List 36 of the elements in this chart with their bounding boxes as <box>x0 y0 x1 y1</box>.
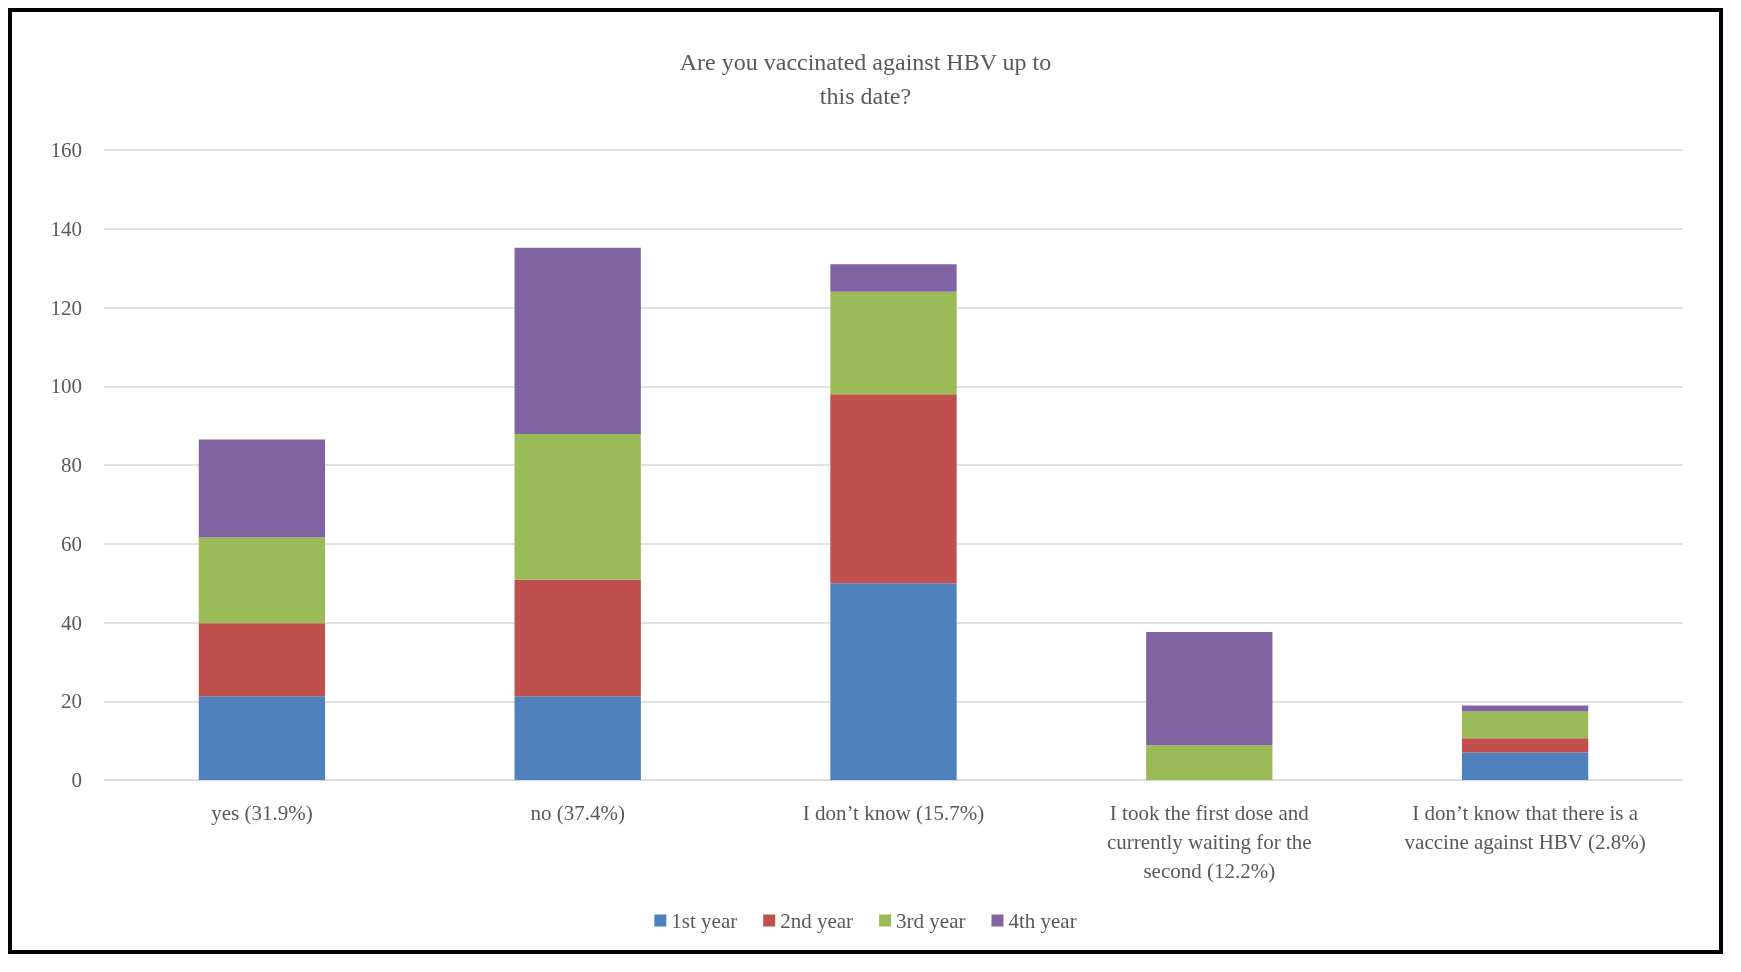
y-tick-label: 160 <box>50 138 82 162</box>
bar <box>514 433 641 580</box>
bar <box>1146 745 1273 780</box>
y-tick-label: 40 <box>61 610 82 635</box>
bar <box>514 696 641 780</box>
y-tick-label: 0 <box>71 768 82 792</box>
bar <box>198 537 326 624</box>
x-tick-label: I took the first dose and currently waiting for the second (12.2%) <box>1106 800 1312 883</box>
x-tick-label: I don’t know (15.7%) <box>802 800 985 825</box>
bar <box>1461 752 1589 780</box>
bar <box>830 291 957 395</box>
bar <box>198 623 326 697</box>
bar <box>1461 711 1589 739</box>
x-tick-label: no (37.4%) <box>530 800 625 825</box>
y-tick-label: 20 <box>61 689 82 714</box>
legend-label: 2nd year <box>780 908 854 933</box>
bar <box>198 696 326 780</box>
legend-label: 1st year <box>671 908 738 933</box>
bar <box>1146 631 1273 746</box>
legend-label: 4th year <box>1008 908 1077 933</box>
bar <box>1461 738 1589 753</box>
x-tick-label: I don’t know that there is a vaccine against HBV (2.8%) <box>1404 800 1646 854</box>
chart-title: Are you vaccinated against HBV up to this date? <box>679 49 1052 109</box>
bar <box>514 247 641 434</box>
legend-label: 3rd year <box>896 908 966 933</box>
y-tick-label: 140 <box>50 216 82 241</box>
bar <box>514 579 641 697</box>
bar <box>830 583 957 780</box>
y-tick-label: 100 <box>50 374 82 399</box>
y-tick-label: 120 <box>50 295 82 320</box>
y-tick-label: 60 <box>61 531 82 556</box>
x-tick-label: yes (31.9%) <box>211 800 313 825</box>
bar <box>830 394 957 584</box>
bar <box>198 439 326 538</box>
bar <box>830 264 957 292</box>
y-tick-label: 80 <box>61 453 82 477</box>
